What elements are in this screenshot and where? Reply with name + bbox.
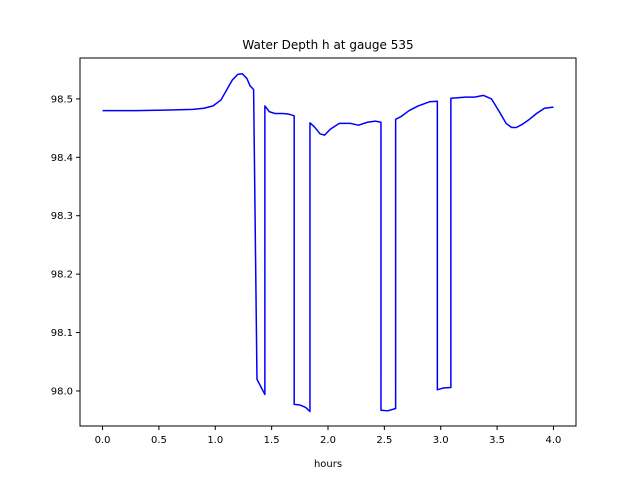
plot-layer: 0.0 0.5 1.0 1.5 2.0 2.5 3.0 3.5 4.0 98.0 98.1 98.2 9… (51, 57, 577, 446)
x-axis-label: hours (314, 459, 342, 470)
x-tick-label: 2.0 (320, 435, 336, 446)
y-tick-label: 98.4 (51, 153, 73, 164)
x-tick-label: 1.0 (207, 435, 223, 446)
x-tick-label: 2.5 (376, 435, 392, 446)
y-tick-label: 98.3 (51, 211, 73, 222)
x-tick-label: 4.0 (546, 435, 562, 446)
x-tick-label: 0.0 (95, 435, 111, 446)
y-tick-label: 98.2 (51, 270, 73, 281)
series-line-0 (102, 73, 554, 413)
x-tick-label: 0.5 (151, 435, 167, 446)
y-tick-label: 98.5 (51, 94, 73, 105)
x-tick-label: 1.5 (264, 435, 280, 446)
chart-title: Water Depth h at gauge 535 (242, 38, 413, 52)
x-tick-label: 3.5 (489, 435, 505, 446)
y-tick-label: 98.1 (51, 328, 73, 339)
y-tick-label: 98.0 (51, 386, 73, 397)
x-tick-label: 3.0 (433, 435, 449, 446)
